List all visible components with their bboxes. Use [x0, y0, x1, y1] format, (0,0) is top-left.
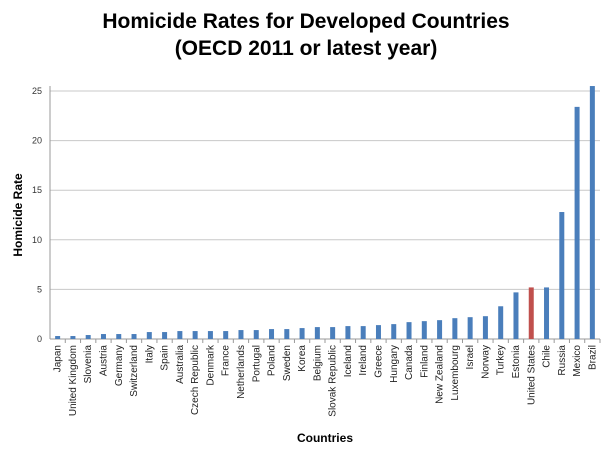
x-axis-label: Countries	[297, 431, 353, 445]
chart-title: Homicide Rates for Developed Countries (…	[0, 8, 612, 62]
bar	[391, 324, 397, 339]
y-axis-label: Homicide Rate	[11, 173, 25, 257]
x-tick-label: Iceland	[343, 345, 354, 377]
bar	[70, 336, 76, 339]
x-tick-label: Poland	[267, 345, 278, 376]
x-tick-label: Mexico	[572, 345, 583, 377]
bar	[330, 327, 336, 339]
bar	[85, 335, 91, 339]
bar	[528, 287, 534, 339]
x-tick-label: Spain	[160, 345, 171, 371]
x-tick-label: United States	[526, 345, 537, 405]
bar	[116, 334, 122, 339]
bar	[467, 317, 473, 339]
x-tick-label: Luxembourg	[450, 345, 461, 401]
bar	[559, 212, 565, 339]
bar	[406, 322, 412, 339]
bar	[55, 336, 61, 339]
x-tick-label: Slovak Republic	[328, 345, 339, 417]
bar	[452, 318, 458, 339]
bar	[482, 316, 488, 339]
bar	[207, 331, 213, 339]
bar	[253, 330, 259, 339]
bar	[421, 321, 427, 339]
bar	[498, 306, 504, 339]
x-tick-label: Switzerland	[129, 345, 140, 397]
title: Homicide Rates for Developed Countries	[102, 10, 510, 33]
x-tick-label: Brazil	[587, 345, 598, 370]
bar	[589, 86, 595, 339]
subtitle: (OECD 2011 or latest year)	[174, 37, 438, 60]
x-tick-label: Hungary	[389, 345, 400, 383]
x-tick-label: Chile	[542, 345, 553, 368]
y-tick-label: 10	[32, 235, 42, 245]
bar	[375, 325, 381, 339]
bar	[192, 331, 198, 339]
bar	[513, 292, 519, 339]
bar	[284, 329, 290, 339]
x-tick-label: Sweden	[282, 345, 293, 381]
x-tick-label: New Zealand	[435, 345, 446, 404]
bar	[131, 334, 137, 339]
bar	[360, 326, 366, 339]
y-tick-label: 5	[37, 284, 42, 294]
bar	[177, 331, 183, 339]
x-tick-label: Slovenia	[83, 345, 94, 384]
y-tick-label: 25	[32, 86, 42, 96]
x-tick-label: United Kingdom	[68, 345, 79, 416]
bar	[437, 320, 443, 339]
y-tick-label: 20	[32, 136, 42, 146]
bar	[146, 332, 152, 339]
bar	[299, 328, 305, 339]
x-tick-label: Australia	[175, 345, 186, 384]
y-tick-label: 15	[32, 185, 42, 195]
bar	[574, 106, 580, 339]
bar	[314, 327, 320, 339]
y-tick-label: 0	[37, 334, 42, 344]
bar	[100, 334, 106, 339]
x-tick-label: Netherlands	[236, 345, 247, 399]
x-tick-label: Denmark	[205, 344, 216, 386]
x-tick-label: Estonia	[511, 345, 522, 379]
x-tick-label: Korea	[297, 345, 308, 372]
x-tick-label: France	[221, 345, 232, 377]
x-tick-label: Czech Republic	[190, 345, 201, 415]
x-tick-label: Finland	[419, 345, 430, 378]
x-tick-label: Canada	[404, 345, 415, 380]
x-tick-label: Belgium	[312, 345, 323, 381]
bar	[345, 326, 351, 339]
x-tick-label: Norway	[480, 345, 491, 379]
x-tick-label: Turkey	[496, 345, 507, 375]
bar	[544, 287, 550, 339]
bar	[238, 330, 244, 339]
x-tick-label: Germany	[114, 345, 125, 386]
x-tick-label: Ireland	[358, 345, 369, 376]
x-tick-label: Portugal	[251, 345, 262, 382]
x-tick-label: Austria	[98, 345, 109, 377]
x-tick-label: Russia	[557, 345, 568, 376]
x-tick-label: Japan	[53, 345, 64, 372]
bar	[269, 329, 275, 339]
bar	[223, 331, 229, 339]
x-tick-label: Israel	[465, 345, 476, 369]
x-tick-label: Italy	[144, 345, 155, 363]
bar	[162, 332, 168, 339]
x-tick-label: Greece	[373, 345, 384, 378]
